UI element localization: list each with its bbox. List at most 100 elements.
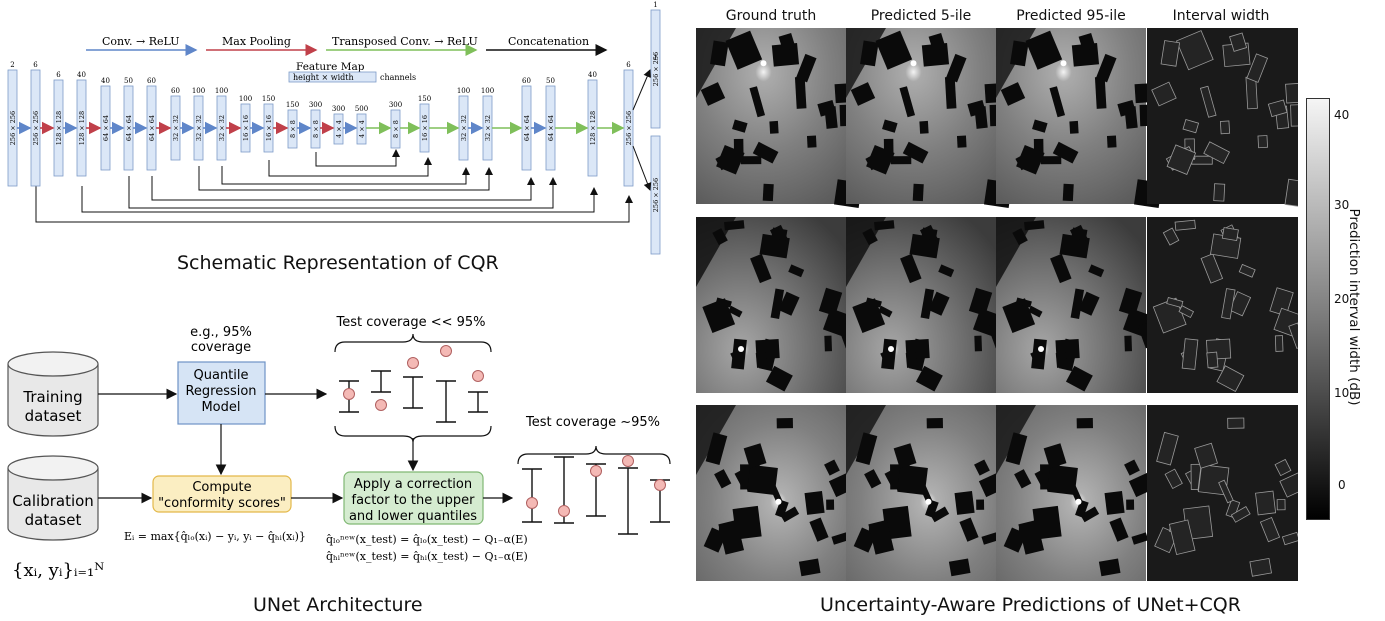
block-size-label: 64 × 64: [125, 115, 133, 141]
block-size-label: 256 × 256: [652, 178, 660, 212]
feature-map-block: [650, 9, 661, 129]
block-channel-label: 40: [588, 71, 597, 79]
observation-dot: [407, 357, 419, 369]
colorbar-tick-40: 40: [1334, 108, 1350, 122]
block-size-label: 128 × 128: [589, 111, 597, 145]
block-channel-label: 100: [215, 87, 228, 95]
prediction-grid: [696, 28, 1298, 581]
observation-dot: [654, 479, 666, 491]
block-channel-label: 6: [626, 61, 631, 69]
braces: [334, 333, 671, 465]
calibration-dataset-label: Calibration dataset: [12, 492, 94, 529]
prediction-panel: [846, 405, 1009, 581]
prediction-panel: [696, 28, 866, 209]
legend-feature-block: [288, 71, 377, 83]
block-size-label: 128 × 128: [55, 111, 63, 145]
block-channel-label: 100: [192, 87, 205, 95]
observation-dot: [590, 465, 602, 477]
block-channel-label: 100: [481, 87, 494, 95]
coverage-note: e.g., 95% coverage: [190, 325, 252, 355]
block-size-label: 8 × 8: [289, 120, 297, 138]
legend-feature-map: Feature Map: [296, 61, 365, 73]
prediction-panel: [846, 217, 1007, 393]
quantile-regression-label: Quantile Regression Model: [185, 368, 256, 415]
block-channel-label: 300: [389, 101, 402, 109]
calibration-dataset-cylinder: Calibration dataset: [7, 455, 99, 541]
block-size-label: 32 × 32: [172, 115, 180, 141]
block-channel-label: 40: [101, 77, 110, 85]
block-size-label: 256 × 256: [9, 111, 17, 145]
prediction-panel: [996, 28, 1166, 209]
observation-dot: [558, 505, 570, 517]
score-formula: Eᵢ = max{q̂ₗₒ(xᵢ) − yᵢ, yᵢ − q̂ₕᵢ(xᵢ)}: [124, 530, 306, 543]
observation-dot: [375, 399, 387, 411]
correction-label: Apply a correction factor to the upper and…: [349, 477, 477, 524]
block-channel-label: 500: [355, 105, 368, 113]
hi-quantile-formula: q̂ₕᵢⁿᵉʷ(x_test) = q̂ₕᵢ(x_test) − Q₁₋α(E): [326, 550, 528, 563]
legend-height-width: height × width: [293, 73, 354, 82]
col-predicted-5: Predicted 5-ile: [870, 8, 972, 24]
block-channel-label: 100: [239, 95, 252, 103]
block-channel-label: 60: [147, 77, 156, 85]
block-size-label: 32 × 32: [218, 115, 226, 141]
conformity-scores-box: [152, 475, 292, 513]
block-size-label: 256 × 256: [652, 52, 660, 86]
unet-blocks: 256 × 256 2 256 × 256 6 128 × 128 6 128 × 128 4…: [7, 1, 661, 255]
block-channel-label: 100: [457, 87, 470, 95]
unet-flow-arrows: [17, 69, 652, 191]
block-channel-label: 150: [262, 95, 275, 103]
skip-connections: [35, 149, 633, 223]
unet-architecture-caption: UNet Architecture: [253, 594, 423, 616]
block-size-label: 16 × 16: [265, 115, 273, 141]
prediction-panel: [1147, 28, 1298, 209]
block-size-label: 128 × 128: [78, 111, 86, 145]
block-size-label: 32 × 32: [460, 115, 468, 141]
block-size-label: 64 × 64: [102, 115, 110, 141]
legend-pool-label: Max Pooling: [222, 35, 291, 48]
colorbar: [1306, 98, 1330, 520]
col-predicted-95: Predicted 95-ile: [1016, 8, 1126, 24]
prediction-panel: [996, 405, 1159, 581]
block-channel-label: 150: [286, 101, 299, 109]
block-channel-label: 60: [171, 87, 180, 95]
legend-tconv-label: Transposed Conv. → ReLU: [332, 35, 478, 48]
block-size-label: 32 × 32: [195, 115, 203, 141]
prediction-panel: [1147, 405, 1298, 581]
block-size-label: 16 × 16: [242, 115, 250, 141]
output-branch-upper: [632, 69, 651, 111]
prediction-panel: [696, 217, 857, 393]
legend-conv-label: Conv. → ReLU: [102, 35, 180, 48]
block-size-label: 16 × 16: [421, 115, 429, 141]
col-interval-width: Interval width: [1172, 8, 1270, 24]
training-dataset-label: Training dataset: [22, 388, 82, 425]
block-channel-label: 1: [653, 54, 657, 62]
block-size-label: 64 × 64: [148, 115, 156, 141]
legend-concat-label: Concatenation: [508, 35, 589, 48]
colorbar-tick-30: 30: [1334, 198, 1350, 212]
unet-schematic: Conv. → ReLU Max Pooling Transposed Conv…: [7, 1, 661, 255]
block-channel-label: 6: [56, 71, 61, 79]
colorbar-label: Prediction interval width (dB): [1346, 208, 1362, 406]
observation-dot: [622, 455, 634, 467]
legend-channels: channels: [380, 73, 416, 82]
block-channel-label: 2: [10, 61, 14, 69]
dataset-formula: {xᵢ, yᵢ}ᵢ₌₁ᴺ: [12, 560, 104, 581]
block-channel-label: 300: [309, 101, 322, 109]
prediction-panel: [1147, 217, 1298, 393]
colorbar-tick-20: 20: [1334, 292, 1350, 306]
block-channel-label: 6: [33, 61, 38, 69]
block-channel-label: 50: [546, 77, 555, 85]
predictions-caption: Uncertainty-Aware Predictions of UNet+CQ…: [820, 594, 1241, 616]
block-channel-label: 300: [332, 105, 345, 113]
block-channel-label: 60: [522, 77, 531, 85]
block-size-label: 64 × 64: [523, 115, 531, 141]
block-size-label: 8 × 8: [312, 120, 320, 138]
block-size-label: 4 × 4: [335, 120, 343, 138]
block-size-label: 32 × 32: [484, 115, 492, 141]
block-size-label: 8 × 8: [392, 120, 400, 138]
colorbar-tick-0: 0: [1338, 478, 1346, 492]
block-channel-label: 50: [124, 77, 133, 85]
unet-legend: Conv. → ReLU Max Pooling Transposed Conv…: [86, 35, 608, 83]
block-size-label: 64 × 64: [547, 115, 555, 141]
prediction-panel: [846, 28, 1016, 209]
